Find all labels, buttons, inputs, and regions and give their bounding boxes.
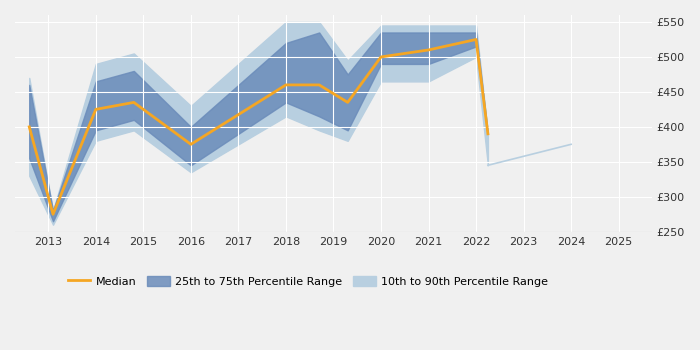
Legend: Median, 25th to 75th Percentile Range, 10th to 90th Percentile Range: Median, 25th to 75th Percentile Range, 1… [63, 272, 552, 291]
